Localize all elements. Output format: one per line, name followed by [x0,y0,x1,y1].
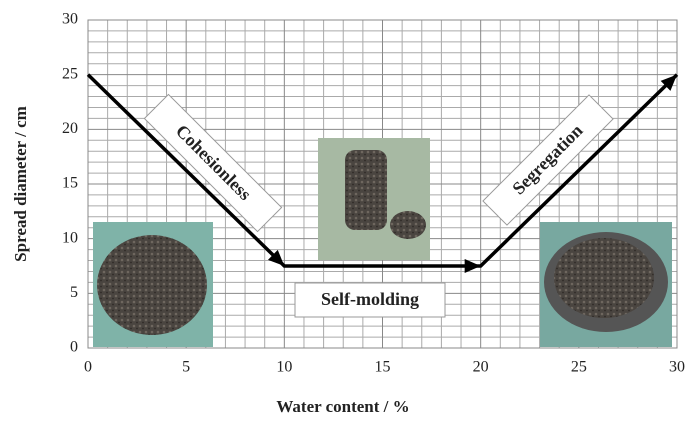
y-tick-label: 0 [70,339,78,356]
photo-right [540,222,672,347]
y-axis-label: Spread diameter / cm [11,106,30,262]
chart: Cohesionless Self-molding Segregation Wa… [0,0,687,419]
y-tick-label: 25 [62,65,78,82]
annotation-box: Cohesionless [144,94,281,231]
arrow-head [465,259,481,273]
x-tick-label: 5 [182,359,190,376]
x-tick-label: 20 [473,359,489,376]
y-tick-label: 10 [62,229,78,246]
y-tick-label: 30 [62,11,78,28]
y-tick-label: 20 [62,120,78,137]
y-tick-label: 15 [62,175,78,192]
x-tick-label: 15 [375,359,391,376]
x-tick-label: 30 [669,359,685,376]
annotation-box: Self-molding [295,283,445,317]
x-tick-label: 10 [276,359,292,376]
y-tick-label: 5 [70,284,78,301]
photo-middle [318,138,430,260]
x-tick-label: 0 [84,359,92,376]
annotation: Self-molding [321,289,419,309]
x-axis-label: Water content / % [276,397,409,416]
x-tick-label: 25 [571,359,587,376]
photo-left [93,222,213,347]
